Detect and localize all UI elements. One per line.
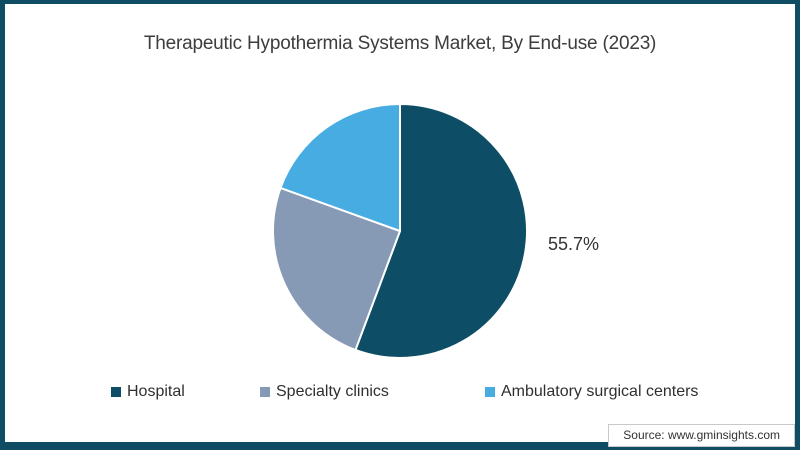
- legend-label-ambulatory-surgical-centers: Ambulatory surgical centers: [501, 383, 699, 400]
- legend: Hospital Specialty clinics Ambulatory su…: [0, 381, 800, 403]
- pie-slice-hospital: [354, 103, 528, 359]
- hospital-share-label: 55.7%: [548, 234, 600, 254]
- legend-item-specialty-clinics: Specialty clinics: [260, 381, 389, 403]
- legend-swatch-hospital: [111, 387, 121, 397]
- legend-item-ambulatory-surgical-centers: Ambulatory surgical centers: [485, 381, 698, 403]
- chart-title: Therapeutic Hypothermia Systems Market, …: [143, 33, 657, 54]
- pie-slice-specialty-clinics: [272, 186, 401, 351]
- pie-slice-ambulatory-surgical-centers: [279, 103, 401, 232]
- source-attribution: Source: www.gminsights.com: [608, 424, 795, 447]
- pie-chart: [272, 103, 528, 359]
- legend-swatch-ambulatory-surgical-centers: [485, 387, 495, 397]
- legend-swatch-specialty-clinics: [260, 387, 270, 397]
- legend-label-hospital: Hospital: [127, 383, 185, 400]
- legend-item-hospital: Hospital: [111, 381, 185, 403]
- legend-label-specialty-clinics: Specialty clinics: [276, 383, 389, 400]
